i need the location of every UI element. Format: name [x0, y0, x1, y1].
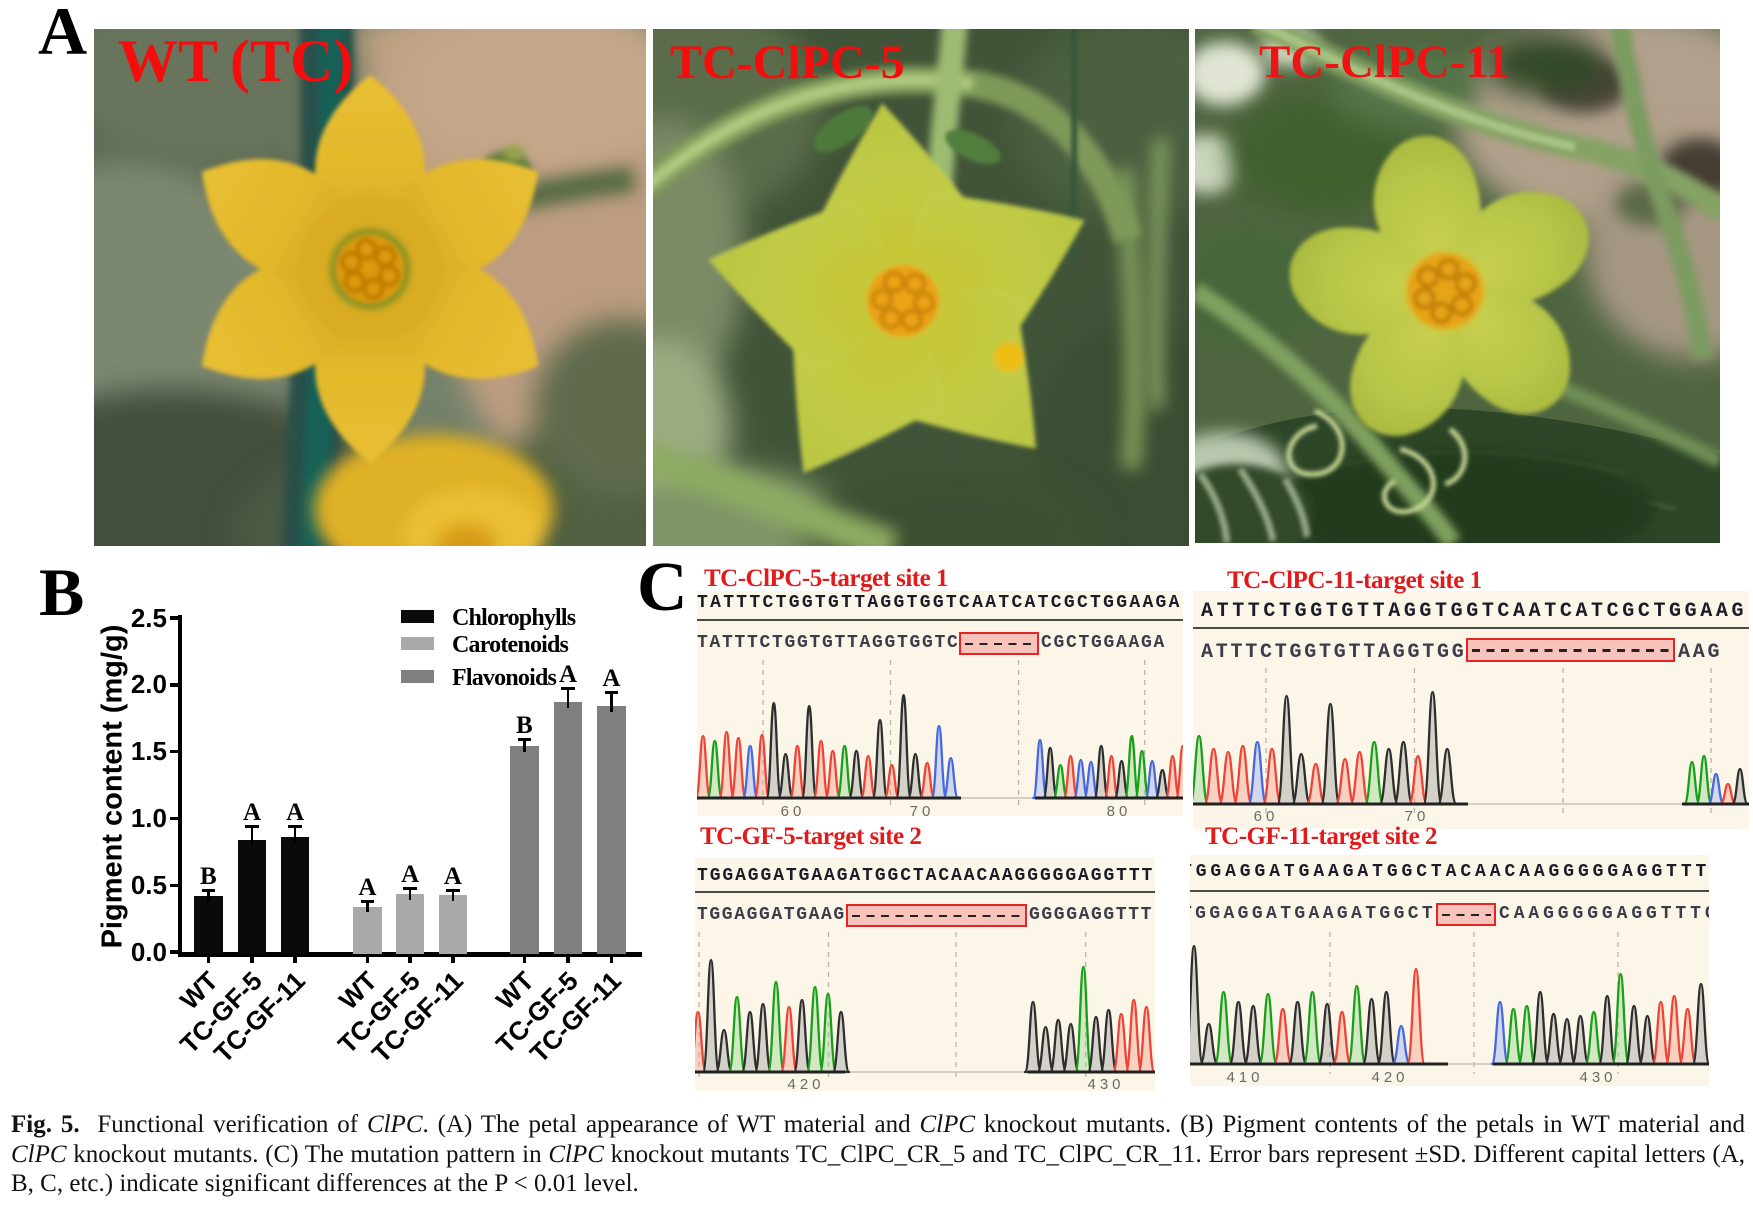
svg-text:TC-ClPC-5: TC-ClPC-5 [670, 36, 905, 89]
svg-text:WT (TC): WT (TC) [118, 29, 353, 94]
svg-text:TC-ClPC-11: TC-ClPC-11 [1259, 36, 1510, 88]
